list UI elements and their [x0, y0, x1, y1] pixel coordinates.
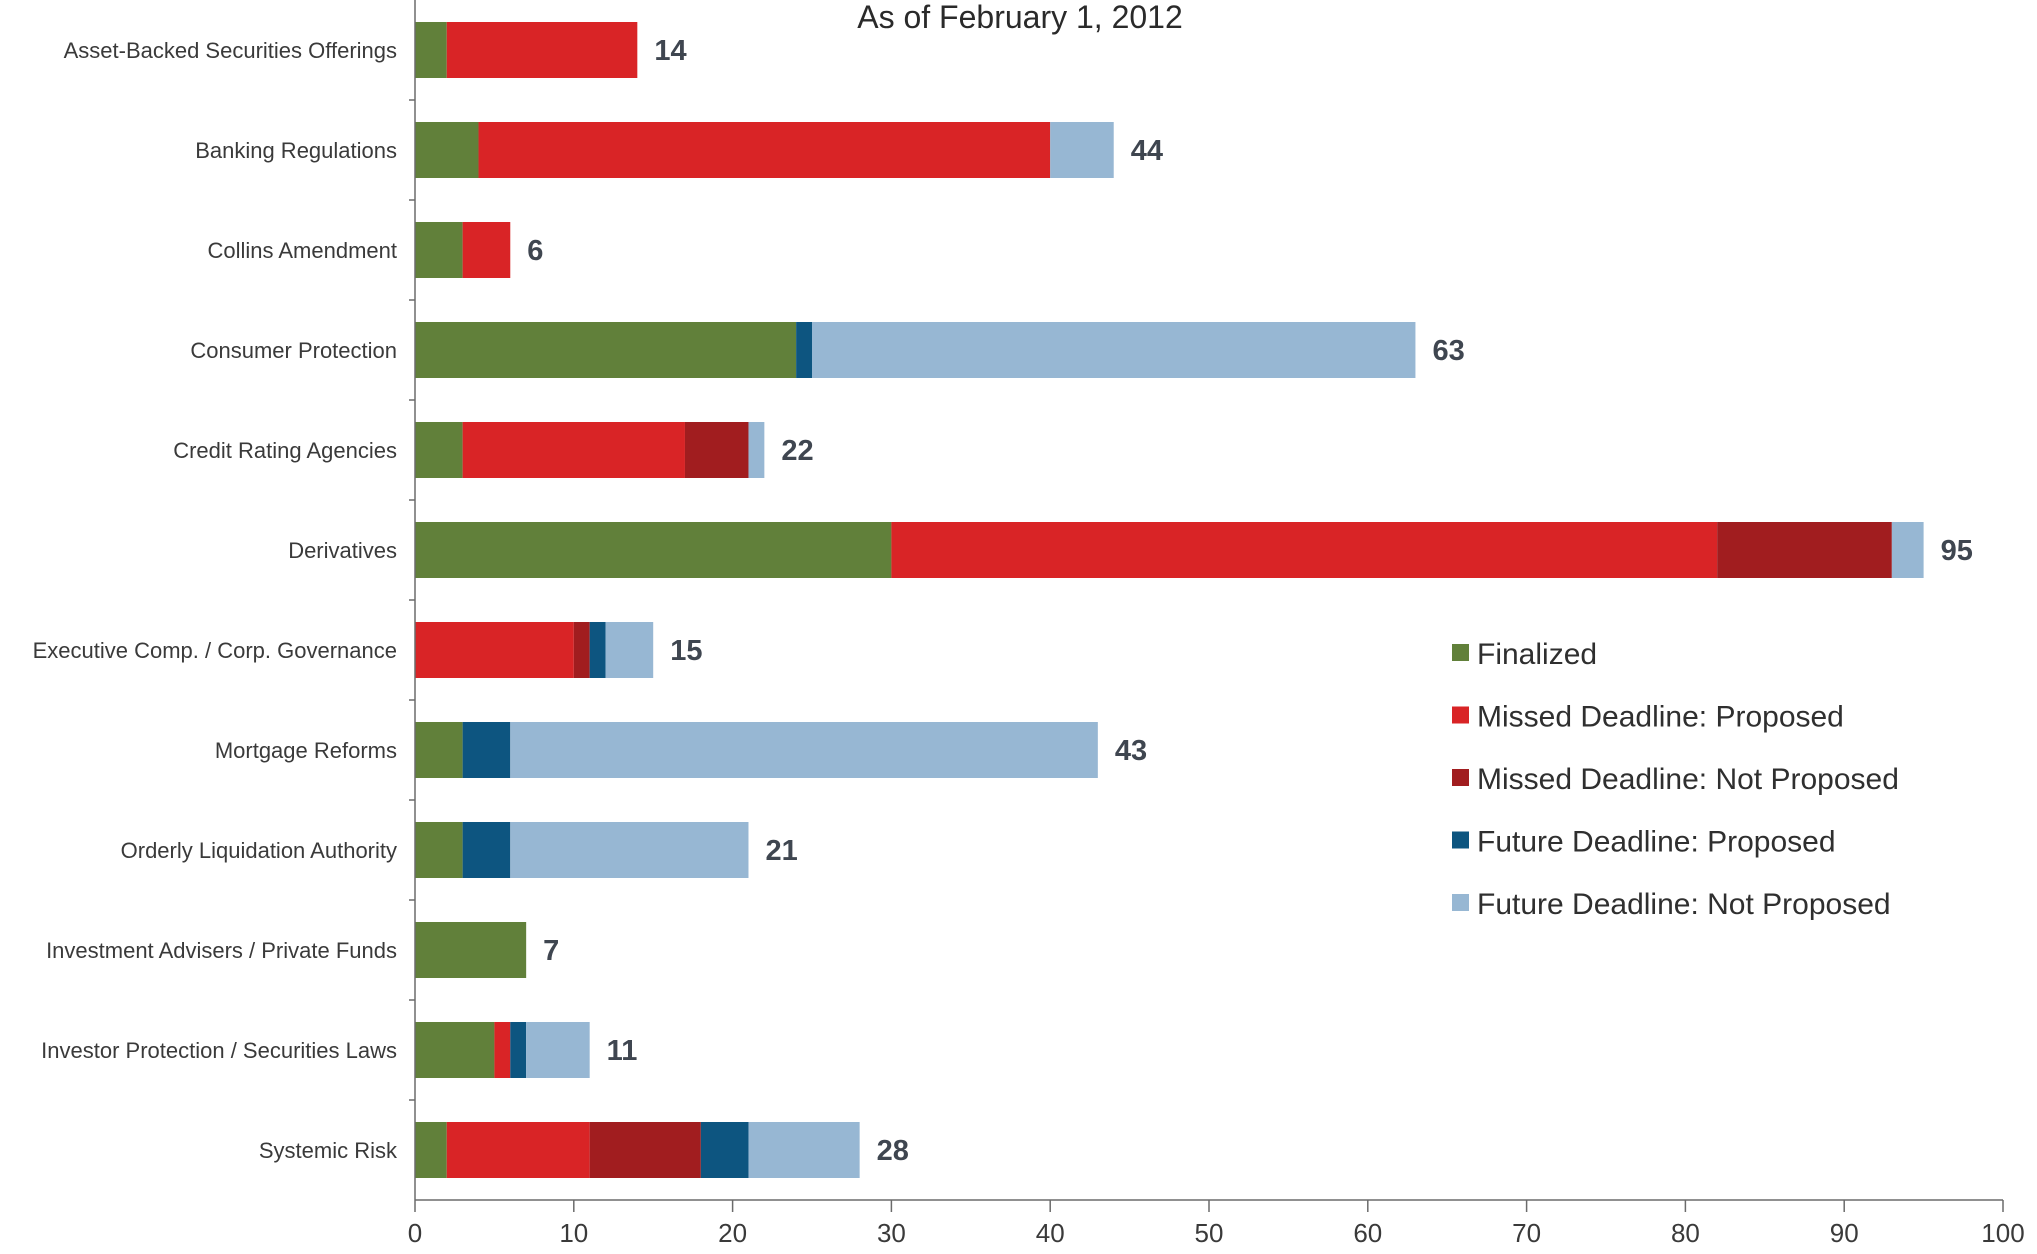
category-label: Derivatives [288, 538, 397, 563]
legend-label-2: Missed Deadline: Proposed [1477, 701, 1844, 734]
total-label: 6 [527, 235, 543, 267]
category-label: Investor Protection / Securities Laws [41, 1038, 397, 1063]
total-label: 11 [607, 1035, 638, 1067]
legend-swatch-3 [1452, 769, 1469, 786]
category-label: Asset-Backed Securities Offerings [64, 38, 397, 63]
bar-segment-8-series-5 [510, 722, 1098, 778]
bar-segment-12-series-2 [446, 1122, 590, 1178]
bar-segment-8-series-4 [462, 722, 511, 778]
total-label: 44 [1131, 135, 1163, 167]
total-label: 15 [670, 635, 702, 667]
x-tick-label: 0 [408, 1218, 422, 1248]
bar-segment-9-series-4 [462, 822, 511, 878]
bar-segment-11-series-4 [510, 1022, 527, 1078]
legend-swatch-5 [1452, 894, 1469, 911]
bar-segment-7-series-5 [605, 622, 654, 678]
category-label: Mortgage Reforms [215, 738, 397, 763]
total-label: 7 [543, 935, 559, 967]
x-tick-label: 90 [1830, 1218, 1859, 1248]
category-label: Banking Regulations [195, 138, 397, 163]
labels-group: Asset-Backed Securities Offerings 14 Banki… [33, 35, 1973, 1167]
legend-label-3: Missed Deadline: Not Proposed [1477, 763, 1899, 796]
bar-segment-11-series-2 [494, 1022, 511, 1078]
bar-segment-11-series-1 [415, 1022, 495, 1078]
bars-group [415, 22, 1924, 1178]
category-label: Investment Advisers / Private Funds [46, 938, 397, 963]
bar-segment-5-series-2 [462, 422, 685, 478]
total-label: 63 [1432, 335, 1464, 367]
bar-segment-2-series-1 [415, 122, 479, 178]
bar-segment-3-series-1 [415, 222, 463, 278]
category-label: Consumer Protection [190, 338, 397, 363]
category-label: Executive Comp. / Corp. Governance [33, 638, 397, 663]
bar-segment-5-series-5 [748, 422, 765, 478]
x-tick-label: 30 [877, 1218, 906, 1248]
x-tick-label: 40 [1036, 1218, 1065, 1248]
bar-segment-1-series-2 [446, 22, 638, 78]
bar-segment-6-series-3 [1717, 522, 1892, 578]
legend-swatch-2 [1452, 706, 1469, 724]
total-label: 43 [1115, 735, 1147, 767]
legend-label-1: Finalized [1477, 638, 1597, 671]
bar-segment-4-series-5 [812, 322, 1416, 378]
bar-segment-2-series-5 [1050, 122, 1114, 178]
bar-segment-5-series-3 [684, 422, 749, 478]
bar-segment-5-series-1 [415, 422, 463, 478]
chart-title: As of February 1, 2012 [857, 0, 1183, 35]
bar-segment-12-series-3 [589, 1122, 701, 1178]
legend-label-4: Future Deadline: Proposed [1477, 826, 1836, 859]
bar-segment-9-series-5 [510, 822, 749, 878]
legend-swatch-1 [1452, 644, 1469, 661]
x-tick-label: 80 [1671, 1218, 1700, 1248]
bar-segment-3-series-2 [462, 222, 511, 278]
category-label: Collins Amendment [207, 238, 397, 263]
bar-segment-12-series-4 [700, 1122, 749, 1178]
x-tick-label: 60 [1353, 1218, 1382, 1248]
total-label: 22 [781, 435, 813, 467]
bar-segment-8-series-1 [415, 722, 463, 778]
bar-segment-1-series-1 [415, 22, 447, 78]
bar-segment-6-series-1 [415, 522, 892, 578]
x-tick-label: 20 [718, 1218, 747, 1248]
bar-segment-12-series-1 [415, 1122, 447, 1178]
bar-segment-2-series-2 [478, 122, 1051, 178]
bar-segment-6-series-2 [891, 522, 1718, 578]
category-label: Systemic Risk [259, 1138, 398, 1163]
total-label: 95 [1941, 535, 1973, 567]
legend-swatch-4 [1452, 831, 1469, 849]
bar-segment-12-series-5 [748, 1122, 860, 1178]
total-label: 28 [877, 1135, 909, 1167]
category-label: Credit Rating Agencies [173, 438, 397, 463]
total-label: 14 [654, 35, 686, 67]
legend: Finalized Missed Deadline: Proposed Missed… [1452, 638, 1899, 921]
x-tick-label: 10 [559, 1218, 588, 1248]
bar-segment-10-series-1 [415, 922, 527, 978]
bar-segment-7-series-2 [415, 622, 574, 678]
bar-segment-9-series-1 [415, 822, 463, 878]
category-label: Orderly Liquidation Authority [121, 838, 397, 863]
bar-segment-4-series-1 [415, 322, 797, 378]
bar-segment-6-series-5 [1891, 522, 1924, 578]
bar-segment-11-series-5 [526, 1022, 590, 1078]
x-tick-label: 50 [1195, 1218, 1224, 1248]
x-tick-label: 100 [1981, 1218, 2024, 1248]
x-tick-label: 70 [1512, 1218, 1541, 1248]
axes-group: 0 10 20 30 40 50 60 70 80 90 100 [408, 0, 2025, 1248]
bar-segment-4-series-4 [796, 322, 812, 378]
bar-segment-7-series-4 [589, 622, 606, 678]
bar-segment-7-series-3 [573, 622, 590, 678]
total-label: 21 [765, 835, 797, 867]
legend-label-5: Future Deadline: Not Proposed [1477, 888, 1891, 921]
